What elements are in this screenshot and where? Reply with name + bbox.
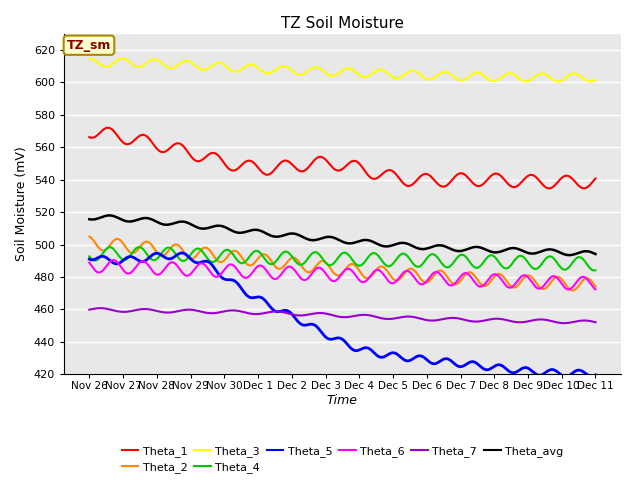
Text: TZ_sm: TZ_sm: [67, 39, 111, 52]
Legend: Theta_1, Theta_2, Theta_3, Theta_4, Theta_5, Theta_6, Theta_7, Theta_avg: Theta_1, Theta_2, Theta_3, Theta_4, Thet…: [117, 441, 568, 478]
Y-axis label: Soil Moisture (mV): Soil Moisture (mV): [15, 146, 28, 262]
Title: TZ Soil Moisture: TZ Soil Moisture: [281, 16, 404, 31]
X-axis label: Time: Time: [327, 394, 358, 407]
